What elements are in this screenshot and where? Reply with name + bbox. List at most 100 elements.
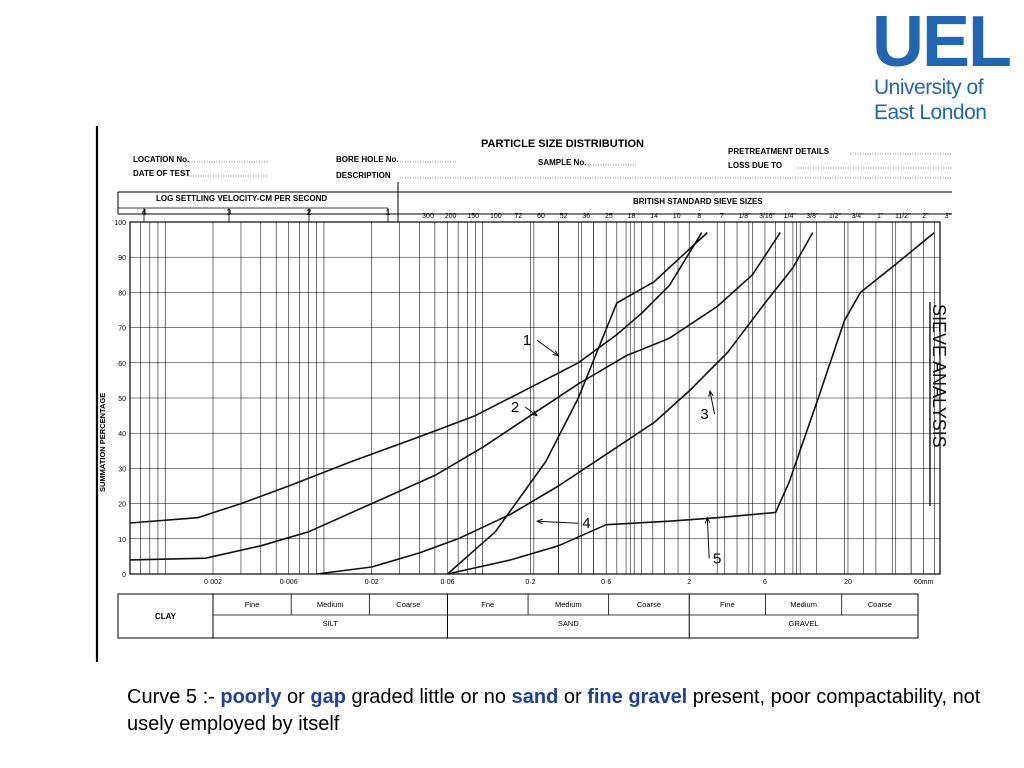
sieve-number-label: 300 xyxy=(422,213,434,220)
sieve-number-labels: 300 200 150 100 72 60 52 36 25 18 14 10 8 7 1/8" 3/16" 1… xyxy=(422,213,952,220)
loss-label: LOSS DUE TO xyxy=(728,161,782,170)
y-tick-label: 60 xyxy=(118,361,126,368)
y-tick-label: 0 xyxy=(122,572,126,579)
x-tick-label: 0·2 xyxy=(525,579,535,586)
sieve-number-label: 14 xyxy=(650,213,658,220)
settling-tick-label: 1 xyxy=(386,208,391,217)
caption-keyword-fine-gravel: fine gravel xyxy=(587,686,688,708)
sieve-number-label: 11/2" xyxy=(895,213,911,220)
location-label: LOCATION No. xyxy=(133,155,189,164)
sieve-number-label: 3/4" xyxy=(851,213,864,220)
bore-hole-label: BORE HOLE No. xyxy=(336,155,399,164)
curves xyxy=(129,231,935,575)
form-title: PARTICLE SIZE DISTRIBUTION xyxy=(481,138,644,150)
x-tick-label: 0·006 xyxy=(280,579,298,586)
caption-part-1: Curve 5 :- xyxy=(127,686,221,708)
table-border xyxy=(117,593,919,639)
sieve-number-label: 3" xyxy=(945,213,952,220)
pretreatment-label: PRETREATMENT DETAILS xyxy=(728,147,830,156)
x-tick-label: 20 xyxy=(844,579,852,586)
sieve-number-label: 8 xyxy=(697,213,701,220)
y-tick-label: 80 xyxy=(118,290,126,297)
curve-label-2: 2 xyxy=(511,399,519,416)
sieve-number-label: 60 xyxy=(537,213,545,220)
y-tick-label: 100 xyxy=(114,220,126,227)
caption-keyword-poorly: poorly xyxy=(220,686,282,708)
annotation-arrow xyxy=(709,390,716,415)
y-tick-label: 30 xyxy=(118,466,126,473)
x-tick-label: 0·06 xyxy=(440,579,454,586)
sieve-number-label: 200 xyxy=(445,213,457,220)
class-subdivision: Medium xyxy=(555,600,582,609)
x-tick-labels: 0·002 0·006 0·02 0·06 0·2 0·6 2 6 20 60mm xyxy=(204,579,934,586)
logo-line-1: University of xyxy=(874,76,984,99)
sieve-number-label: 3/8" xyxy=(806,213,819,220)
caption-part-5: present, poor compactability, not usely … xyxy=(127,686,981,735)
annotation-arrow xyxy=(537,520,579,524)
sieve-number-label: 1" xyxy=(877,213,884,220)
caption-keyword-gap: gap xyxy=(310,686,346,708)
x-tick-label: 0·002 xyxy=(204,579,222,586)
uel-logo: UEL University of East London xyxy=(872,2,1017,124)
class-subdivision: Medium xyxy=(317,600,344,609)
class-subdivision: Fine xyxy=(245,600,260,609)
sieve-number-label: 1/8" xyxy=(738,213,751,220)
sieve-number-label: 52 xyxy=(560,213,568,220)
annotation-arrowhead xyxy=(535,518,543,525)
caption: Curve 5 :- poorly or gap graded little o… xyxy=(127,684,987,738)
sieve-number-label: 1/4" xyxy=(784,213,797,220)
annotation-arrow xyxy=(706,517,710,559)
curve-5 xyxy=(447,231,935,575)
date-label: DATE OF TEST xyxy=(133,169,190,178)
settling-tick-labels: 4 3 2 1 xyxy=(142,208,391,222)
settling-tick-label: 3 xyxy=(227,208,232,217)
soil-classification-table: CLAY Fine Medium Coarse SILT Fne Medium Coarse S… xyxy=(117,593,919,639)
class-subdivision: Coarse xyxy=(396,600,420,609)
y-tick-label: 90 xyxy=(118,255,126,262)
sieve-number-label: 25 xyxy=(605,213,613,220)
class-clay: CLAY xyxy=(155,612,177,621)
logo-line-2: East London xyxy=(874,101,987,124)
sieve-number-label: 2" xyxy=(922,213,929,220)
sieve-number-label: 3/16" xyxy=(759,213,776,220)
annotation-arrowhead xyxy=(704,516,711,524)
form-header: PARTICLE SIZE DISTRIBUTION LOCATION No. … xyxy=(133,138,952,206)
y-tick-label: 50 xyxy=(118,396,126,403)
sieve-number-label: 10 xyxy=(673,213,681,220)
annotation-arrow xyxy=(536,339,559,357)
sieve-number-label: 18 xyxy=(628,213,636,220)
x-tick-label: 60mm xyxy=(914,579,934,586)
chart-frame xyxy=(95,126,952,662)
y-tick-label: 10 xyxy=(118,537,126,544)
y-tick-label: 40 xyxy=(118,431,126,438)
curve-label-4: 4 xyxy=(582,515,590,532)
y-tick-label: 70 xyxy=(118,326,126,333)
curve-label-1: 1 xyxy=(523,332,531,349)
sieve-number-label: 150 xyxy=(467,213,479,220)
annotation-arrow xyxy=(524,406,538,417)
sieve-number-label: 1/2" xyxy=(829,213,842,220)
class-gravel: GRAVEL xyxy=(789,619,819,628)
settling-velocity-label: LOG SETTLING VELOCITY-CM PER SECOND xyxy=(156,194,327,203)
class-subdivision: Fne xyxy=(481,600,494,609)
annotation-arrowhead xyxy=(708,389,714,397)
sample-label: SAMPLE No. xyxy=(538,158,586,167)
curve-label-3: 3 xyxy=(700,406,708,423)
class-silt: SILT xyxy=(323,619,339,628)
y-tick-label: 20 xyxy=(118,502,126,509)
curve-1 xyxy=(129,232,703,524)
sieve-sizes-label: BRITISH STANDARD SIEVE SIZES xyxy=(633,197,763,206)
description-label: DESCRIPTION xyxy=(336,171,391,180)
x-tick-label: 0·02 xyxy=(365,579,379,586)
curve-annotations: 1 2 3 4 5 xyxy=(511,332,721,567)
annotation-arrowhead xyxy=(531,410,539,417)
caption-part-4: or xyxy=(558,686,588,708)
class-sand: SAND xyxy=(558,619,579,628)
sieve-number-label: 7 xyxy=(720,213,724,220)
caption-keyword-sand: sand xyxy=(511,686,559,708)
particle-size-chart: PARTICLE SIZE DISTRIBUTION LOCATION No. … xyxy=(95,126,952,662)
sieve-analysis-note: SIEVE ANALYSIS xyxy=(929,302,949,506)
annotation-arrowhead xyxy=(552,350,560,357)
logo-mark: UEL xyxy=(872,2,1012,82)
class-subdivision: Fine xyxy=(720,600,735,609)
